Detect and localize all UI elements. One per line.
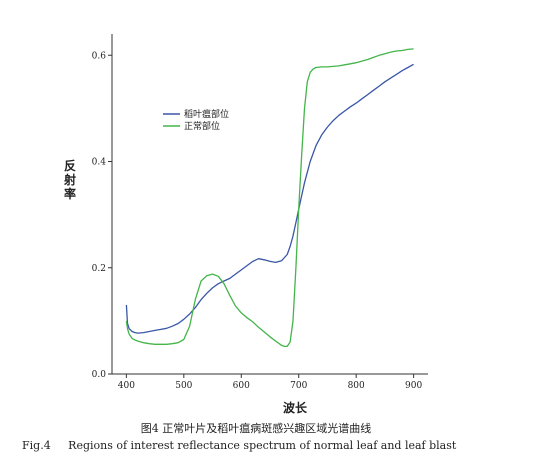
y-axis-label-char: 射 (63, 172, 76, 187)
plot-area: 400 500 600 700 800 900 0.0 0.2 0.4 0.6 稻叶瘟部位正常部… (92, 34, 428, 391)
series-lines (125, 48, 414, 348)
x-tick-label: 400 (118, 381, 135, 391)
y-ticks: 0.0 0.2 0.4 0.6 (92, 51, 112, 380)
x-tick-label: 600 (233, 381, 250, 391)
y-tick-label: 0.0 (92, 370, 107, 380)
axes (111, 34, 428, 375)
legend-label: 正常部位 (184, 120, 220, 132)
x-tick-label: 800 (348, 381, 365, 391)
x-tick-label: 900 (405, 381, 422, 391)
y-tick-label: 0.2 (92, 264, 106, 274)
x-axis-label: 波长 (283, 400, 308, 415)
y-tick-label: 0.4 (92, 158, 107, 168)
x-tick-label: 500 (175, 381, 192, 391)
y-axis-label-char: 率 (64, 186, 76, 201)
x-tick-label: 700 (290, 381, 307, 391)
y-axis-label: 反射率 (63, 158, 76, 201)
legend-label: 稻叶瘟部位 (184, 108, 229, 120)
y-tick-label: 0.6 (92, 51, 107, 61)
x-ticks: 400 500 600 700 800 900 (118, 374, 422, 391)
caption-english: Fig.4 Regions of interest reflectance sp… (22, 439, 457, 452)
series-line-2 (125, 48, 414, 348)
y-axis-label-char: 反 (64, 158, 76, 173)
series-line-1 (125, 63, 414, 334)
caption-chinese: 图4 正常叶片及稻叶瘟病斑感兴趣区域光谱曲线 (141, 421, 372, 435)
